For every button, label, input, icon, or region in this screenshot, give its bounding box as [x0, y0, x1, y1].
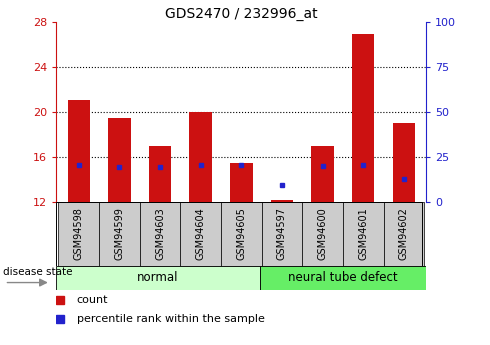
Bar — [149, 146, 171, 202]
FancyBboxPatch shape — [221, 202, 262, 266]
Text: normal: normal — [137, 271, 179, 284]
Text: GSM94601: GSM94601 — [358, 207, 368, 260]
Text: GSM94599: GSM94599 — [114, 207, 124, 260]
Text: percentile rank within the sample: percentile rank within the sample — [77, 314, 265, 324]
Bar — [190, 112, 212, 202]
FancyBboxPatch shape — [99, 202, 140, 266]
Bar — [230, 162, 252, 202]
Text: count: count — [77, 295, 108, 305]
Bar — [108, 118, 130, 202]
Text: GSM94603: GSM94603 — [155, 207, 165, 260]
Text: GSM94604: GSM94604 — [196, 207, 206, 260]
Bar — [393, 123, 415, 202]
Text: disease state: disease state — [3, 267, 73, 277]
FancyBboxPatch shape — [58, 202, 99, 266]
Bar — [352, 33, 374, 202]
Bar — [68, 100, 90, 202]
FancyBboxPatch shape — [384, 202, 424, 266]
FancyBboxPatch shape — [56, 266, 260, 290]
Text: GSM94605: GSM94605 — [236, 207, 246, 260]
FancyBboxPatch shape — [343, 202, 384, 266]
Text: GSM94597: GSM94597 — [277, 207, 287, 260]
FancyBboxPatch shape — [302, 202, 343, 266]
Text: neural tube defect: neural tube defect — [288, 271, 398, 284]
FancyBboxPatch shape — [140, 202, 180, 266]
Bar — [271, 199, 293, 202]
Text: GSM94602: GSM94602 — [399, 207, 409, 260]
FancyBboxPatch shape — [262, 202, 302, 266]
Title: GDS2470 / 232996_at: GDS2470 / 232996_at — [165, 7, 318, 21]
Text: GSM94598: GSM94598 — [74, 207, 84, 260]
Bar — [312, 146, 334, 202]
FancyBboxPatch shape — [260, 266, 426, 290]
Text: GSM94600: GSM94600 — [318, 207, 328, 260]
FancyBboxPatch shape — [180, 202, 221, 266]
